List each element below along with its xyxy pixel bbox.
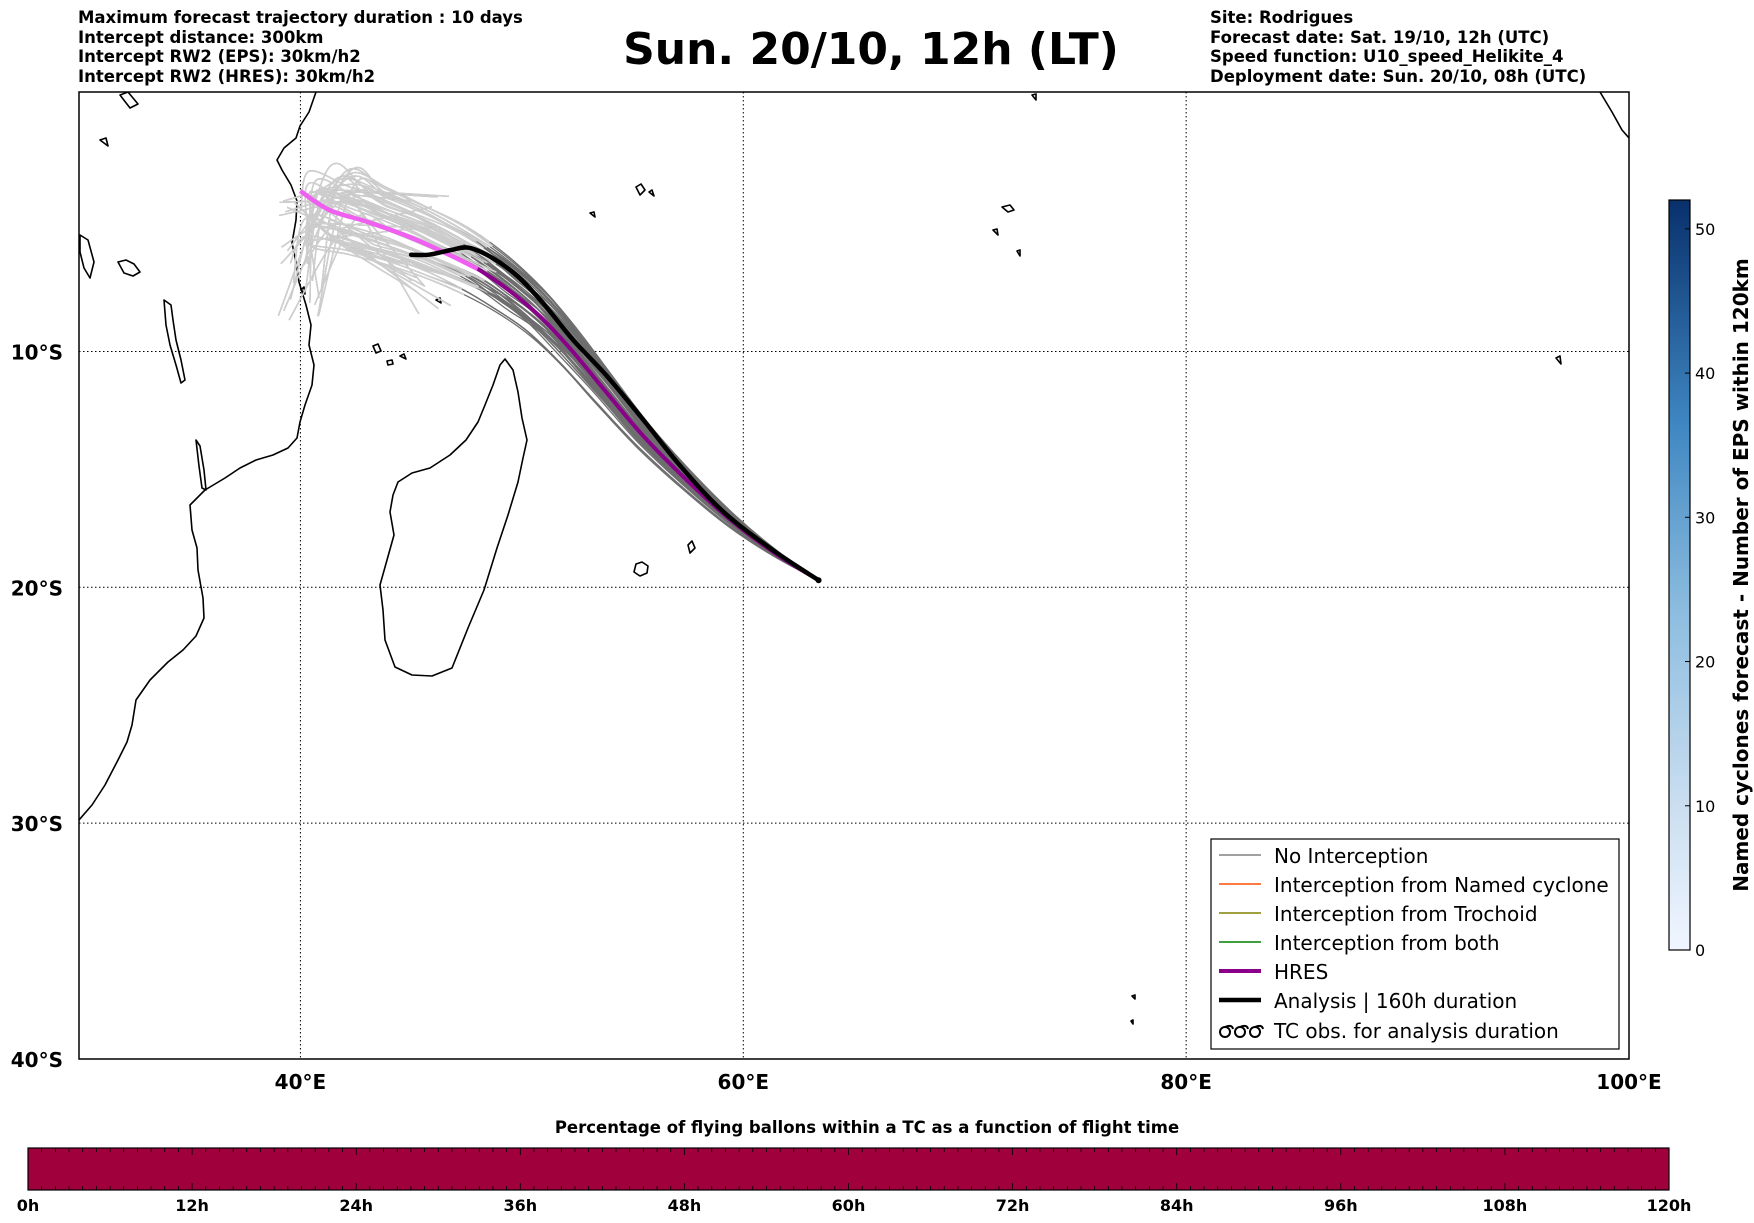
lon-tick-label: 60°E (718, 1070, 770, 1094)
seychelles-coastline (435, 183, 655, 304)
header-right-line: Speed function: U10_speed_Helikite_4 (1210, 47, 1564, 66)
map-title: Sun. 20/10, 12h (LT) (0, 22, 1754, 78)
colorbar-tick-label: 40 (1695, 364, 1715, 383)
legend-label-tc-obs: TC obs. for analysis duration (1273, 1019, 1559, 1043)
chagos-coastline (992, 204, 1021, 257)
island-78e-coastline (1130, 994, 1136, 1025)
analysis-trajectory (408, 245, 821, 583)
header-left-line: Intercept distance: 300km (78, 27, 324, 47)
timeline-tick-label: 96h (1324, 1196, 1358, 1215)
africa-coastline (79, 92, 317, 821)
madagascar-coastline (379, 358, 528, 677)
legend-label-both: Interception from both (1274, 931, 1500, 955)
header-right-line: Site: Rodrigues (1210, 8, 1354, 27)
header-right-line: Deployment date: Sun. 20/10, 08h (UTC) (1210, 66, 1587, 86)
legend-label-analysis: Analysis | 160h duration (1274, 989, 1517, 1013)
legend: No Interception Interception from Named … (1210, 838, 1620, 1050)
timeline-tick-label: 24h (339, 1196, 373, 1215)
reunion-coastline (687, 540, 696, 554)
east-africa-lakes-coastline (79, 92, 139, 279)
header-left-line: Maximum forecast trajectory duration : 1… (78, 8, 523, 27)
timeline-tick-label: 108h (1483, 1196, 1528, 1215)
eps-member-tail (315, 188, 472, 258)
colorbar-tick-label: 20 (1695, 653, 1715, 672)
coastlines (79, 92, 1629, 1025)
timeline-tick-label: 36h (503, 1196, 537, 1215)
legend-frame (1210, 838, 1620, 1050)
launch-site-marker (815, 577, 822, 584)
eps-member-tail (329, 234, 480, 292)
legend-label-hres: HRES (1274, 960, 1328, 984)
southeast-asia-coastline (1599, 92, 1629, 139)
header-right: Site: Rodrigues Forecast date: Sat. 19/1… (1210, 8, 1586, 86)
colorbar: 0 10 20 30 40 50 Named cyclones forecast - Nu… (1668, 199, 1753, 960)
colorbar-tick-label: 50 (1695, 220, 1715, 239)
maldives-coastline (1031, 93, 1037, 101)
axis-labels: 40°E 60°E 80°E 100°E 10°S 20°S 30°S 40°S (11, 340, 1662, 1094)
eps-member-tail (308, 222, 466, 277)
colorbar-gradient (1668, 199, 1691, 951)
legend-label-named-cyclone: Interception from Named cyclone (1274, 873, 1609, 897)
eps-member-tail (300, 170, 464, 245)
lake-tanganyika-coastline (163, 299, 186, 384)
legend-label-trochoid: Interception from Trochoid (1274, 902, 1538, 926)
eps-member-tail (306, 177, 488, 248)
colorbar-title: Named cyclones forecast - Number of EPS … (1729, 258, 1753, 892)
colorbar-tick-label: 0 (1695, 941, 1705, 960)
eps-member-tail (340, 191, 488, 257)
timeline-tick-label: 60h (832, 1196, 866, 1215)
timeline-tick-label: 12h (175, 1196, 209, 1215)
timeline-title: Percentage of flying ballons within a TC… (555, 1118, 1179, 1137)
lon-tick-label: 100°E (1596, 1070, 1661, 1094)
trajectories (277, 162, 822, 584)
colorbar-tick-label: 30 (1695, 508, 1715, 527)
colorbar-tick-label: 10 (1695, 797, 1715, 816)
lat-tick-label: 10°S (11, 340, 63, 364)
timeline-tick-label: 48h (668, 1196, 702, 1215)
legend-label-no-interception: No Interception (1274, 844, 1428, 868)
lake-victoria-coastline (117, 259, 141, 277)
timeline-tick-label: 84h (1160, 1196, 1194, 1215)
eps-member-tail (309, 190, 466, 282)
map-title-text: Sun. 20/10, 12h (LT) (623, 24, 1119, 75)
colorbar-ticks: 0 10 20 30 40 50 (1685, 220, 1715, 960)
header-left-line: Intercept RW2 (HRES): 30km/h2 (78, 66, 376, 86)
header-right-line: Forecast date: Sat. 19/10, 12h (UTC) (1210, 27, 1550, 47)
timeline-tick-label: 0h (17, 1196, 40, 1215)
hres-trajectory-tail (299, 189, 479, 271)
eps-member-tail (351, 187, 495, 315)
header-left-line: Intercept RW2 (EPS): 30km/h2 (78, 47, 361, 66)
eps-member-tail (292, 216, 461, 284)
map-frame (78, 91, 1630, 1060)
lon-tick-label: 80°E (1160, 1070, 1212, 1094)
island-100e-coastline (1555, 355, 1562, 365)
eps-member-tail (303, 222, 483, 281)
lat-tick-label: 30°S (11, 812, 63, 836)
lat-tick-label: 40°S (11, 1048, 63, 1072)
timeline-tick-label: 120h (1647, 1196, 1692, 1215)
cyclone-symbol-icon (1219, 1024, 1264, 1038)
lake-malawi-coastline (195, 439, 207, 491)
eps-member-tail (277, 175, 480, 316)
header-left: Maximum forecast trajectory duration : 1… (78, 8, 523, 86)
mauritius-coastline (633, 561, 649, 577)
timeline-ticks: 0h 12h 24h 36h 48h 60h 72h 84h 96h 108h 120h (17, 1148, 1692, 1215)
comoros-coastline (372, 343, 407, 366)
lat-tick-label: 20°S (11, 576, 63, 600)
timeline-tick-label: 72h (996, 1196, 1030, 1215)
eps-member-tail (289, 235, 461, 289)
timeline: Percentage of flying ballons within a TC… (17, 1118, 1692, 1215)
lon-tick-label: 40°E (275, 1070, 327, 1094)
